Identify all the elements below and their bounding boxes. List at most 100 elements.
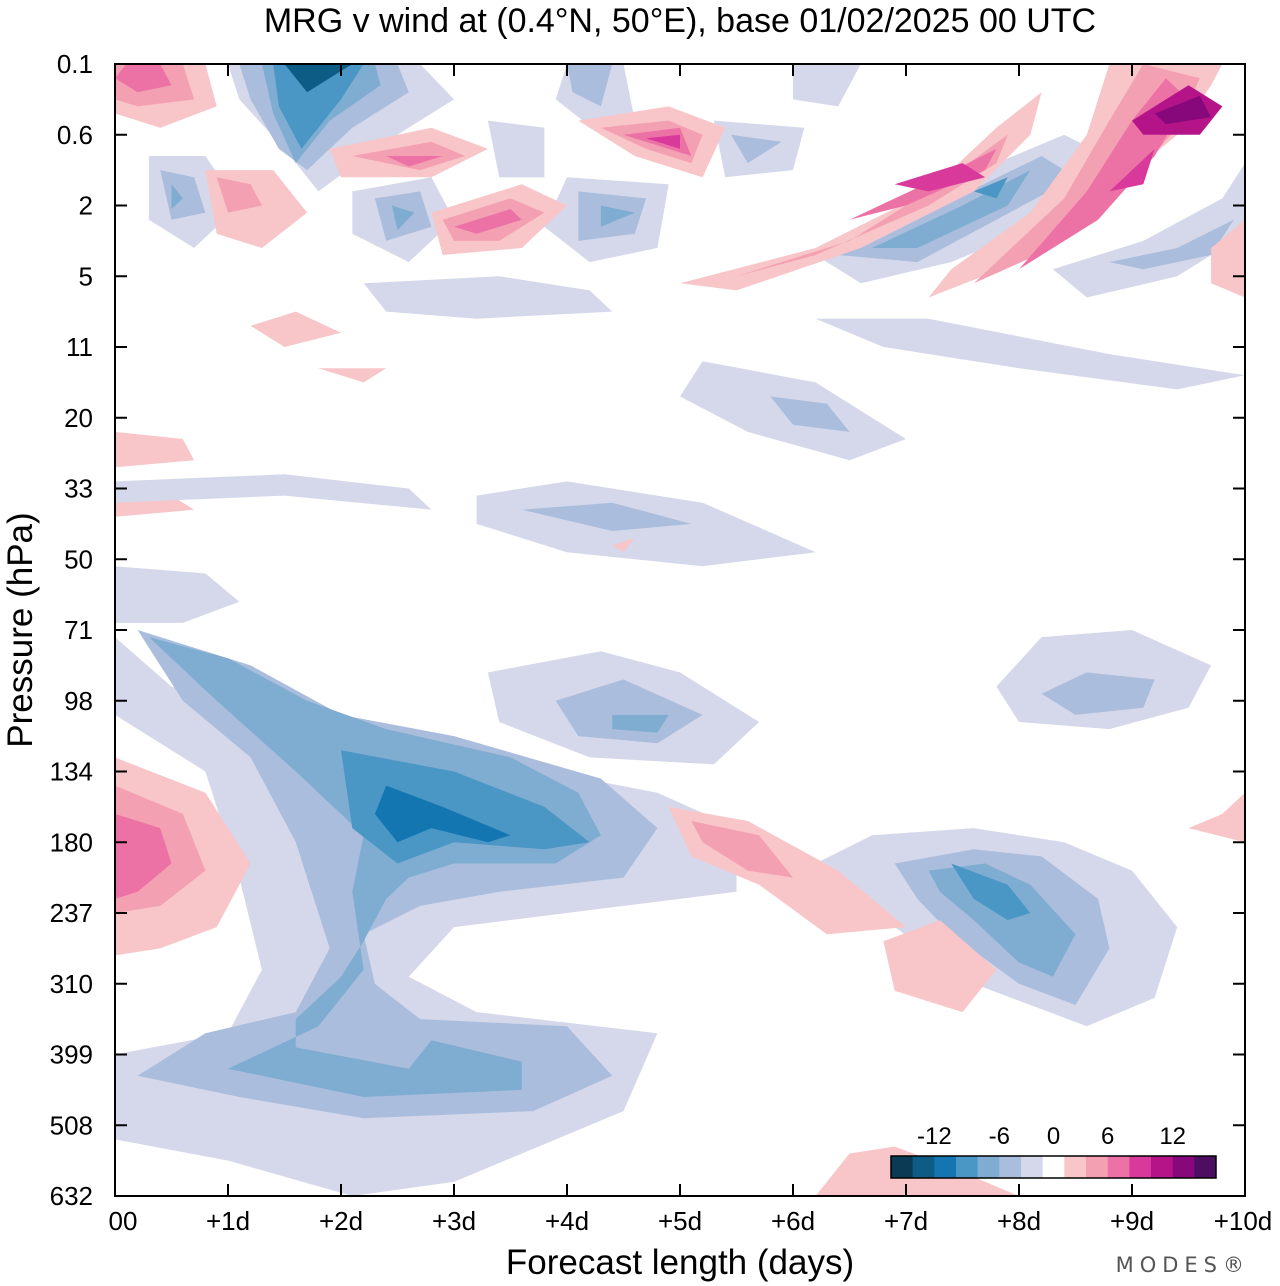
x-tick-label: +4d	[545, 1206, 589, 1236]
y-tick-label: 399	[50, 1040, 93, 1070]
colorbar-swatch	[999, 1156, 1022, 1178]
colorbar-swatch	[1129, 1156, 1152, 1178]
colorbar-swatch	[934, 1156, 957, 1178]
y-tick-label: 632	[50, 1181, 93, 1211]
axes: 00 +1d +2d +3d +4d +5d +6d +7d +8d +9d +10d 0.1 0.6 2…	[50, 49, 1273, 1236]
contour-region	[815, 318, 1245, 390]
x-axis-label: Forecast length (days)	[506, 1243, 854, 1282]
x-tick-label: +3d	[432, 1206, 476, 1236]
contour-region	[318, 368, 387, 383]
contour-region	[1109, 219, 1234, 270]
contour-region	[1041, 672, 1155, 715]
contour-region	[951, 863, 1031, 921]
y-tick-label: 50	[64, 544, 93, 574]
x-tick-label: +9d	[1110, 1206, 1154, 1236]
contour-region	[612, 538, 635, 553]
x-tick-label: +6d	[771, 1206, 815, 1236]
colorbar-swatch	[1194, 1156, 1217, 1178]
x-tick-label: 00	[109, 1206, 138, 1236]
x-tick-label: +1d	[206, 1206, 250, 1236]
x-tick-label: +2d	[319, 1206, 363, 1236]
contour-region	[115, 64, 172, 93]
colorbar-tick-label: 6	[1101, 1123, 1114, 1150]
colorbar-frame	[890, 1155, 1217, 1179]
contour-region	[973, 177, 1008, 199]
contour-region	[363, 276, 613, 319]
contour-region	[680, 92, 1042, 291]
contour-region	[646, 134, 680, 149]
y-tick-label: 98	[64, 686, 93, 716]
contour-region	[391, 205, 415, 231]
contour-region	[250, 311, 341, 347]
colorbar-swatch	[1021, 1156, 1043, 1178]
contour-region	[894, 163, 986, 192]
contour-region	[691, 821, 793, 878]
colorbar-swatch	[1107, 1156, 1130, 1178]
contour-region	[928, 863, 1076, 977]
x-tick-label: +8d	[997, 1206, 1041, 1236]
y-tick-label: 310	[50, 969, 93, 999]
chart-title: MRG v wind at (0.4°N, 50°E), base 01/02/…	[264, 2, 1096, 40]
y-tick-label: 20	[64, 403, 93, 433]
contour-region	[115, 474, 432, 510]
colorbar-tick-label: -12	[917, 1123, 952, 1150]
y-tick-label: 0.6	[57, 120, 93, 150]
colorbar-swatch	[1042, 1156, 1065, 1178]
contour-region	[555, 679, 703, 744]
contour-region	[115, 566, 240, 623]
colorbar-swatch	[977, 1156, 1000, 1178]
colorbar: -12 -6 0 6 12	[890, 1123, 1217, 1179]
colorbar-swatch	[956, 1156, 978, 1178]
y-tick-label: 180	[50, 827, 93, 857]
colorbar-swatch	[1086, 1156, 1108, 1178]
contour-region	[883, 920, 997, 1013]
contour-region	[487, 120, 545, 178]
contour-region	[352, 141, 466, 171]
colorbar-tick-label: 12	[1159, 1123, 1186, 1150]
x-tick-label: +5d	[658, 1206, 702, 1236]
colorbar-tick-label: 0	[1047, 1123, 1060, 1150]
contour-region	[793, 64, 861, 107]
colorbar-swatch	[891, 1156, 913, 1178]
modes-logo: MODES®	[1116, 1253, 1250, 1277]
contour-region	[1188, 792, 1245, 843]
contour-region	[1211, 219, 1245, 298]
y-tick-label: 71	[64, 615, 93, 645]
contour-region	[770, 396, 850, 432]
contour-region	[1154, 95, 1212, 125]
contour-region	[1109, 148, 1155, 192]
contour-region	[171, 184, 183, 209]
contour-region	[115, 431, 195, 468]
x-tick-label: +7d	[884, 1206, 928, 1236]
colorbar-swatch	[1172, 1156, 1195, 1178]
contour-region	[386, 156, 443, 167]
colorbar-swatch	[1151, 1156, 1173, 1178]
contour-region	[115, 813, 172, 899]
contour-region	[273, 64, 364, 149]
y-tick-label: 33	[64, 474, 93, 504]
contour-region	[284, 64, 353, 93]
contour-region	[216, 177, 262, 213]
colorbar-swatch	[912, 1156, 935, 1178]
contour-region	[148, 637, 601, 1097]
y-axis-label: Pressure (hPa)	[1, 512, 40, 747]
contour-region	[612, 714, 669, 733]
y-tick-label: 0.1	[57, 49, 93, 79]
y-tick-label: 11	[66, 332, 93, 362]
y-tick-label: 5	[79, 261, 93, 291]
plot-area	[115, 64, 1245, 1196]
colorbar-swatch	[1064, 1156, 1087, 1178]
contour-region	[521, 502, 692, 531]
contour-region	[623, 127, 692, 156]
x-tick-label: +10d	[1214, 1206, 1273, 1236]
colorbar-tick-label: -6	[989, 1123, 1010, 1150]
y-tick-label: 134	[50, 757, 93, 787]
y-tick-label: 2	[79, 191, 93, 221]
contour-region	[600, 205, 635, 227]
y-tick-label: 237	[50, 898, 93, 928]
contour-region	[454, 209, 522, 234]
contour-region	[374, 785, 511, 843]
contour-region	[1052, 163, 1245, 298]
contour-region	[567, 64, 613, 107]
